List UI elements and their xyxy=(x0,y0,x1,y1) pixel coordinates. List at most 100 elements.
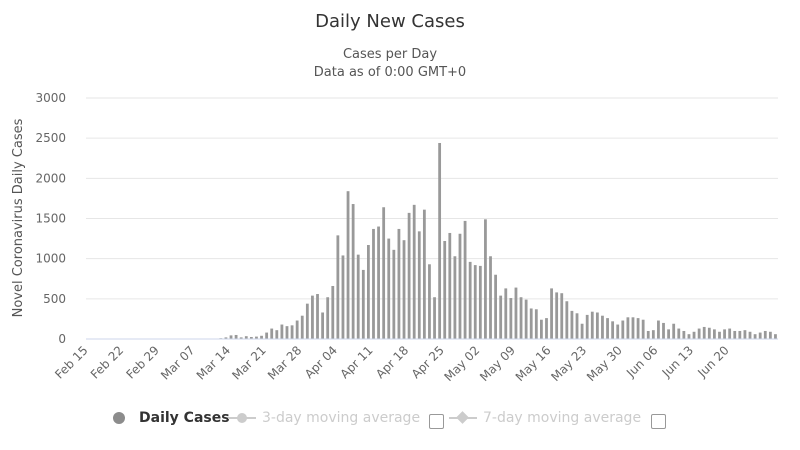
checkbox-3-day-average[interactable] xyxy=(429,414,444,429)
bar xyxy=(539,319,543,339)
bar xyxy=(336,235,340,339)
bar xyxy=(631,317,635,339)
bar xyxy=(585,314,589,339)
bar xyxy=(453,256,457,339)
bar xyxy=(514,287,518,339)
bar xyxy=(743,330,747,339)
bar xyxy=(768,331,772,339)
chart-subtitle-line1: Cases per Day xyxy=(343,47,437,62)
bar xyxy=(565,301,569,339)
bar xyxy=(407,212,411,339)
x-tick-label: Mar 28 xyxy=(265,343,304,382)
bar xyxy=(601,315,604,339)
grid-lines xyxy=(86,97,778,300)
bar xyxy=(326,297,330,339)
bar xyxy=(606,318,609,339)
legend-item-daily-cases[interactable]: Daily Cases xyxy=(105,406,230,430)
y-axis-title: Novel Coronavirus Daily Cases xyxy=(11,118,26,317)
bar xyxy=(484,219,487,339)
bar xyxy=(494,274,498,339)
legend: Daily Cases 3-day moving average 7-day m… xyxy=(0,406,800,434)
legend-item-3-day-average[interactable]: 3-day moving average xyxy=(228,406,420,430)
bar xyxy=(346,191,350,339)
x-tick-label: May 16 xyxy=(513,343,554,384)
x-tick-label: Jun 20 xyxy=(694,343,731,380)
x-tick-label: May 02 xyxy=(442,343,483,384)
bar xyxy=(657,320,660,339)
bar xyxy=(728,328,732,339)
bar xyxy=(672,323,676,339)
bar xyxy=(280,324,284,339)
bar xyxy=(611,321,615,339)
bar xyxy=(774,334,777,339)
bar xyxy=(412,204,416,339)
bar xyxy=(468,261,472,339)
bar xyxy=(443,240,447,339)
bar xyxy=(519,297,523,339)
bar xyxy=(463,220,467,339)
bar xyxy=(692,331,696,339)
bar xyxy=(616,324,620,339)
bar xyxy=(255,336,258,339)
bar xyxy=(575,313,579,339)
bar xyxy=(438,142,442,339)
bar xyxy=(387,238,391,339)
bar xyxy=(229,335,233,339)
bar xyxy=(265,332,269,339)
x-tick-label: Mar 21 xyxy=(229,343,268,382)
circle-marker-icon xyxy=(105,410,133,426)
bar xyxy=(473,265,477,339)
bar xyxy=(712,329,716,339)
bar xyxy=(763,330,767,339)
bar xyxy=(509,298,513,339)
bar xyxy=(707,327,711,339)
bar xyxy=(356,254,360,339)
x-tick-label: Apr 04 xyxy=(302,343,340,381)
bar xyxy=(428,264,431,339)
bar xyxy=(260,335,263,339)
y-tick-label: 3000 xyxy=(35,91,66,105)
bar xyxy=(595,312,599,339)
checkbox-7-day-average[interactable] xyxy=(651,414,666,429)
bar xyxy=(311,295,314,339)
bar xyxy=(723,329,726,339)
bar xyxy=(275,330,279,339)
bar xyxy=(417,231,421,339)
bar xyxy=(270,328,274,339)
bar xyxy=(244,336,248,339)
bar xyxy=(555,292,559,339)
bar xyxy=(758,332,762,339)
x-tick-label: May 30 xyxy=(584,343,625,384)
y-tick-label: 500 xyxy=(43,292,66,306)
y-tick-label: 2000 xyxy=(35,171,66,185)
legend-label-3-day-average: 3-day moving average xyxy=(262,410,421,426)
bar xyxy=(499,295,503,339)
bar xyxy=(422,209,426,339)
bar xyxy=(524,299,528,339)
y-axis-labels: 0 500 1000 1500 2000 2500 3000 xyxy=(35,91,66,346)
bar xyxy=(651,330,655,339)
x-tick-label: Feb 15 xyxy=(52,343,90,381)
bar xyxy=(433,297,436,339)
bar xyxy=(667,329,671,339)
bar xyxy=(621,320,625,339)
x-tick-label: Apr 11 xyxy=(338,343,376,381)
legend-item-7-day-average[interactable]: 7-day moving average xyxy=(449,406,641,430)
bar xyxy=(234,334,238,339)
bar xyxy=(753,334,757,339)
bar xyxy=(249,336,253,339)
bar xyxy=(305,303,309,339)
bar xyxy=(738,330,742,339)
bar xyxy=(733,330,737,339)
x-tick-label: Mar 14 xyxy=(194,343,233,382)
bar xyxy=(448,232,452,339)
bar xyxy=(702,326,706,339)
bar xyxy=(331,285,335,339)
bars xyxy=(219,142,777,339)
bar xyxy=(285,326,289,339)
bar xyxy=(341,255,345,339)
bar xyxy=(458,233,462,339)
bar xyxy=(361,269,365,339)
bar xyxy=(478,265,482,339)
